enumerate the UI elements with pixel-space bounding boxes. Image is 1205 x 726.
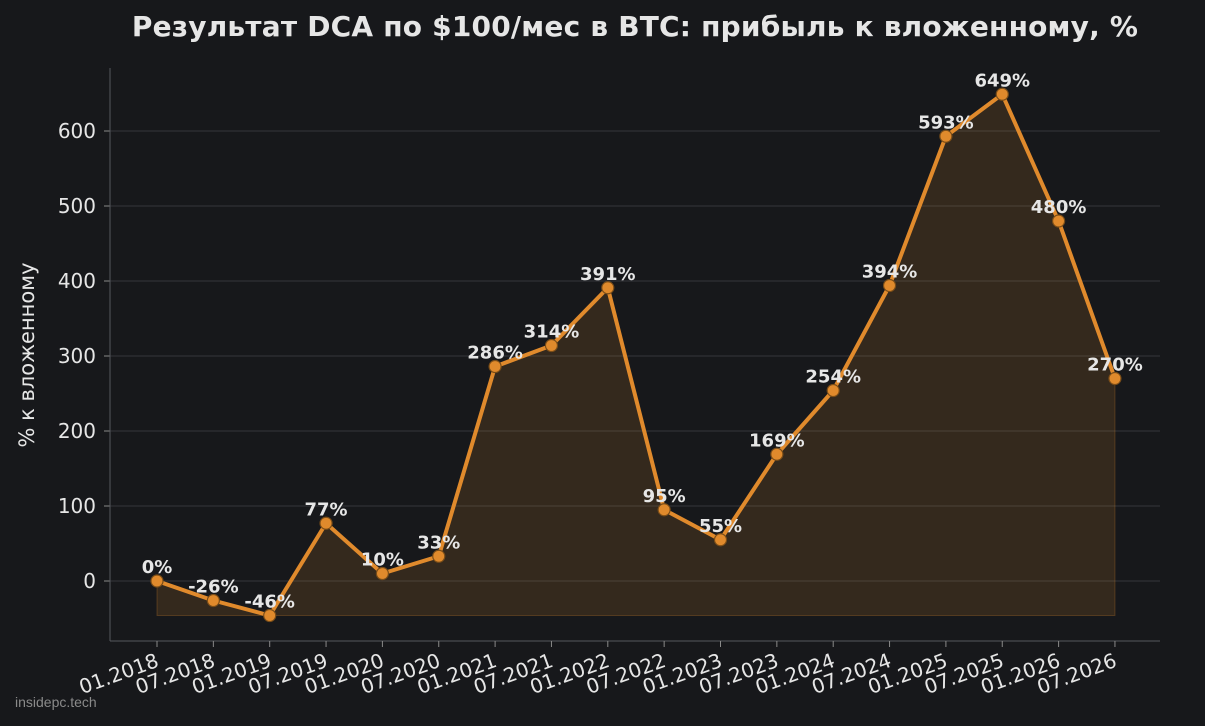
area-fill <box>156 93 1116 617</box>
data-point <box>1108 371 1122 386</box>
data-label: 270% <box>1087 355 1143 376</box>
data-label: 254% <box>805 367 861 388</box>
y-tick-label: 500 <box>58 194 96 218</box>
data-point <box>601 281 615 295</box>
data-point <box>488 359 502 374</box>
y-tick-label: 200 <box>58 419 96 443</box>
y-tick-label: 600 <box>58 119 96 143</box>
data-label: -46% <box>244 592 295 613</box>
data-label: 10% <box>361 550 404 571</box>
data-point <box>657 503 671 517</box>
data-point <box>713 533 728 547</box>
data-point <box>939 129 953 143</box>
data-label: 286% <box>467 343 523 364</box>
data-label: 55% <box>699 516 742 537</box>
data-point <box>770 447 784 461</box>
data-point <box>544 338 559 353</box>
data-label: 480% <box>1031 197 1087 218</box>
data-label: 0% <box>142 557 173 578</box>
data-label: -26% <box>188 577 239 598</box>
data-label: 394% <box>862 262 918 283</box>
data-point <box>995 87 1009 101</box>
series-line <box>156 92 1117 618</box>
y-tick-label: 0 <box>83 569 96 593</box>
data-point <box>263 608 277 623</box>
data-label: 77% <box>305 499 348 520</box>
y-tick-label: 400 <box>58 269 96 293</box>
data-point <box>882 278 897 293</box>
data-label: 95% <box>643 486 686 507</box>
data-label: 314% <box>524 322 580 343</box>
data-point <box>375 566 389 581</box>
chart-title: Результат DCA по $100/мес в BTC: прибыль… <box>131 10 1139 43</box>
data-label: 649% <box>974 70 1030 91</box>
watermark: insidepc.tech <box>15 694 97 710</box>
data-label: 391% <box>580 264 636 285</box>
data-point <box>150 574 164 588</box>
data-point <box>206 593 220 608</box>
y-tick-label: 300 <box>58 344 96 368</box>
data-label: 169% <box>749 430 805 451</box>
data-point <box>1051 214 1066 228</box>
y-axis-label: % к вложенному <box>15 262 39 447</box>
data-label: 33% <box>417 532 460 553</box>
y-tick-label: 100 <box>58 494 96 518</box>
data-point <box>432 549 446 563</box>
data-label: 593% <box>918 112 974 133</box>
data-point <box>826 383 840 398</box>
data-point <box>319 516 333 530</box>
